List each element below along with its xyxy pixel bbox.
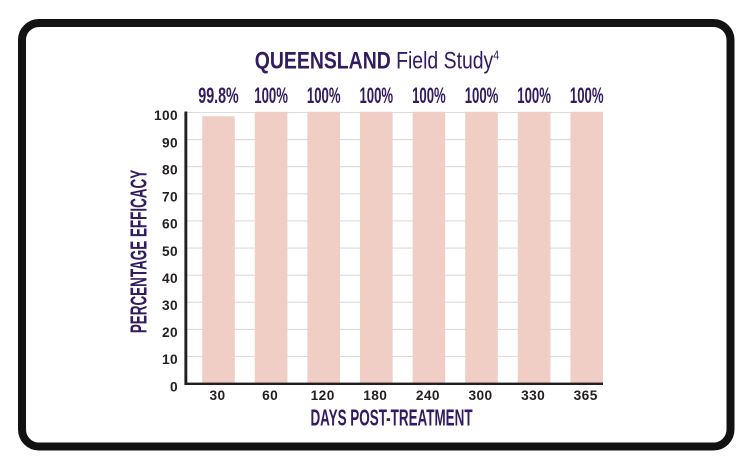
svg-text:20: 20 xyxy=(162,325,178,340)
svg-text:120: 120 xyxy=(311,388,335,403)
svg-text:DAYS POST-TREATMENT: DAYS POST-TREATMENT xyxy=(310,405,472,431)
svg-text:100%: 100% xyxy=(307,82,341,108)
svg-text:50: 50 xyxy=(162,244,178,259)
svg-text:300: 300 xyxy=(468,388,492,403)
svg-text:40: 40 xyxy=(162,271,178,286)
svg-text:90: 90 xyxy=(162,135,178,150)
svg-text:100%: 100% xyxy=(517,82,551,108)
svg-text:180: 180 xyxy=(363,388,387,403)
svg-text:365: 365 xyxy=(574,388,598,403)
svg-text:100%: 100% xyxy=(570,82,604,108)
svg-text:30: 30 xyxy=(209,388,225,403)
svg-text:60: 60 xyxy=(162,217,178,232)
svg-text:100%: 100% xyxy=(254,82,288,108)
svg-text:10: 10 xyxy=(162,352,178,367)
svg-text:100%: 100% xyxy=(359,82,393,108)
svg-text:99.8%: 99.8% xyxy=(198,83,239,108)
svg-text:70: 70 xyxy=(162,190,178,205)
svg-text:100%: 100% xyxy=(465,82,499,108)
svg-text:240: 240 xyxy=(416,388,440,403)
svg-text:60: 60 xyxy=(262,388,278,403)
svg-text:0: 0 xyxy=(170,379,178,394)
svg-text:QUEENSLAND Field Study4: QUEENSLAND Field Study4 xyxy=(255,47,500,74)
svg-text:100%: 100% xyxy=(412,82,446,108)
svg-text:330: 330 xyxy=(521,388,545,403)
svg-text:PERCENTAGE EFFICACY: PERCENTAGE EFFICACY xyxy=(126,170,152,334)
svg-text:100: 100 xyxy=(154,108,178,123)
svg-text:80: 80 xyxy=(162,162,178,177)
svg-text:30: 30 xyxy=(162,298,178,313)
